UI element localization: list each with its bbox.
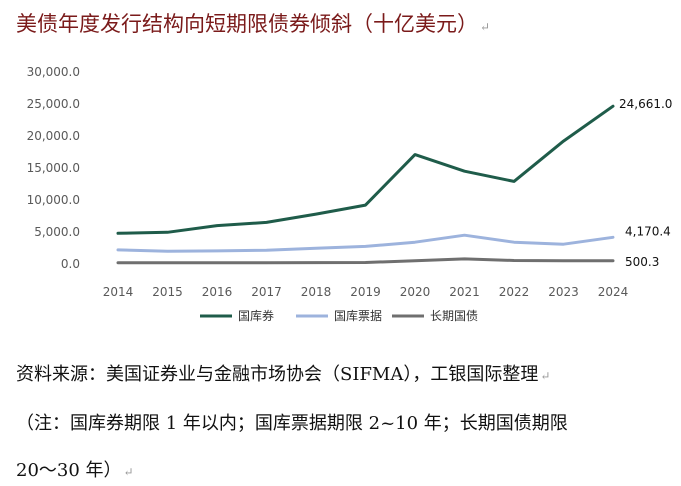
note-line-2: 20～30 年） ↵: [16, 460, 134, 481]
legend: 国库券 国库票据 长期国债: [200, 308, 478, 323]
y-tick-label: 15,000.0: [27, 161, 80, 175]
legend-label: 国库券: [238, 308, 274, 323]
y-axis-ticks: 30,000.0 25,000.0 20,000.0 15,000.0 10,000.0…: [27, 65, 80, 271]
data-labels: 24,661.0 4,170.4 500.3: [619, 97, 672, 269]
x-tick-label: 2019: [350, 285, 381, 299]
series-line-3: [116, 257, 615, 265]
source-line: 资料来源：美国证券业与金融市场协会（SIFMA），工银国际整理 ↵: [16, 364, 551, 385]
y-tick-label: 30,000.0: [27, 65, 80, 79]
chart-title: 美债年度发行结构向短期限债券倾斜（十亿美元） ↵: [16, 12, 491, 36]
note-line-1: （注：国库券期限 1 年以内；国库票据期限 2~10 年；长期国债期限: [16, 413, 568, 434]
series-line-1: [116, 104, 615, 235]
y-tick-label: 25,000.0: [27, 97, 80, 111]
x-tick-label: 2017: [251, 285, 282, 299]
x-tick-label: 2015: [152, 285, 183, 299]
y-tick-label: 20,000.0: [27, 129, 80, 143]
x-tick-label: 2024: [598, 285, 629, 299]
x-tick-label: 2018: [301, 285, 332, 299]
y-tick-label: 0.0: [61, 257, 80, 271]
x-tick-label: 2016: [202, 285, 233, 299]
series-lines: [116, 104, 615, 265]
y-tick-label: 5,000.0: [34, 225, 80, 239]
x-tick-label: 2021: [449, 285, 480, 299]
x-tick-label: 2020: [400, 285, 431, 299]
legend-label: 长期国债: [430, 309, 478, 323]
x-tick-label: 2014: [103, 285, 134, 299]
series-line-2: [116, 233, 615, 253]
legend-label: 国库票据: [334, 308, 382, 323]
end-value-label: 500.3: [625, 255, 659, 269]
end-value-label: 24,661.0: [619, 97, 672, 111]
end-value-label: 4,170.4: [625, 224, 671, 238]
y-tick-label: 10,000.0: [27, 193, 80, 207]
x-tick-label: 2023: [548, 285, 579, 299]
x-tick-label: 2022: [499, 285, 530, 299]
line-chart: 30,000.0 25,000.0 20,000.0 15,000.0 10,000.0…: [27, 65, 673, 323]
x-axis-ticks: 2014 2015 2016 2017 2018 2019 2020 2021 2022 2023…: [103, 285, 629, 299]
